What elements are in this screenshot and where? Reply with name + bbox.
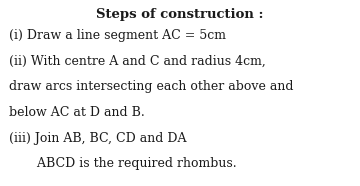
Text: ABCD is the required rhombus.: ABCD is the required rhombus. [9,157,237,170]
Text: (iii) Join AB, BC, CD and DA: (iii) Join AB, BC, CD and DA [9,132,186,145]
Text: draw arcs intersecting each other above and: draw arcs intersecting each other above … [9,80,293,93]
Text: below AC at D and B.: below AC at D and B. [9,106,145,119]
Text: (i) Draw a line segment AC = 5cm: (i) Draw a line segment AC = 5cm [9,29,226,42]
Text: (ii) With centre A and C and radius 4cm,: (ii) With centre A and C and radius 4cm, [9,54,266,68]
Text: Steps of construction :: Steps of construction : [96,8,264,21]
